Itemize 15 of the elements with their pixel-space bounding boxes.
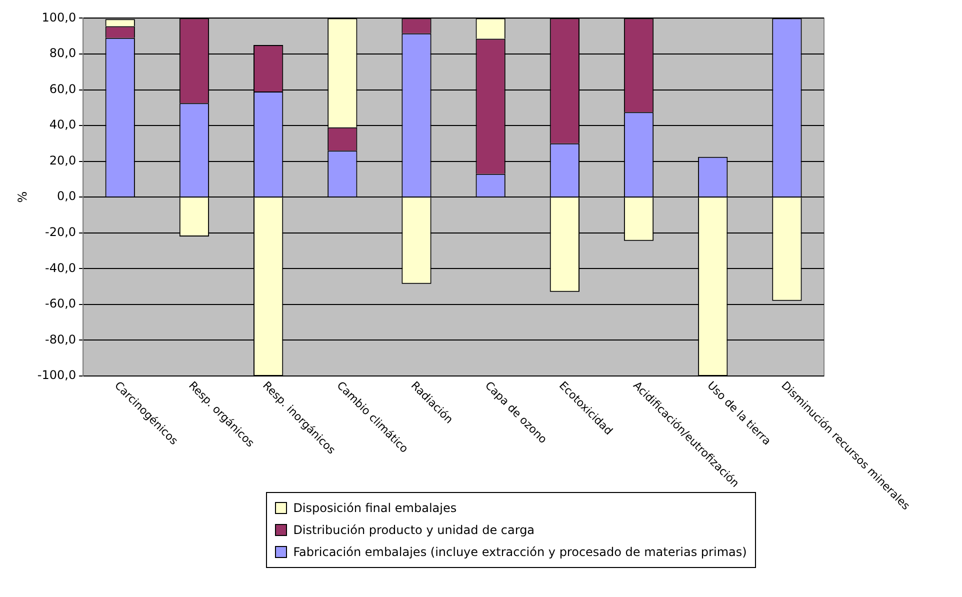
y-tick-label: 40,0 <box>49 118 76 132</box>
y-tick-label: -80,0 <box>45 332 76 346</box>
y-tick-label: -20,0 <box>45 225 76 240</box>
y-tick-label: 60,0 <box>49 82 76 96</box>
y-axis-title: % <box>15 191 30 203</box>
y-tick-label: -40,0 <box>45 260 76 275</box>
y-tick-label: -100,0 <box>37 368 76 382</box>
legend-label: Disposición final embalajes <box>293 501 457 515</box>
legend-label: Distribución producto y unidad de carga <box>293 523 535 537</box>
y-tick-label: -60,0 <box>45 296 76 311</box>
y-tick-label: 80,0 <box>49 46 76 60</box>
y-tick-label: 20,0 <box>49 153 76 168</box>
y-tick-label: 100,0 <box>42 10 76 24</box>
legend-label: Fabricación embalajes (incluye extracción y procesado de materias primas) <box>293 545 747 559</box>
y-tick-label: 0,0 <box>56 189 76 204</box>
